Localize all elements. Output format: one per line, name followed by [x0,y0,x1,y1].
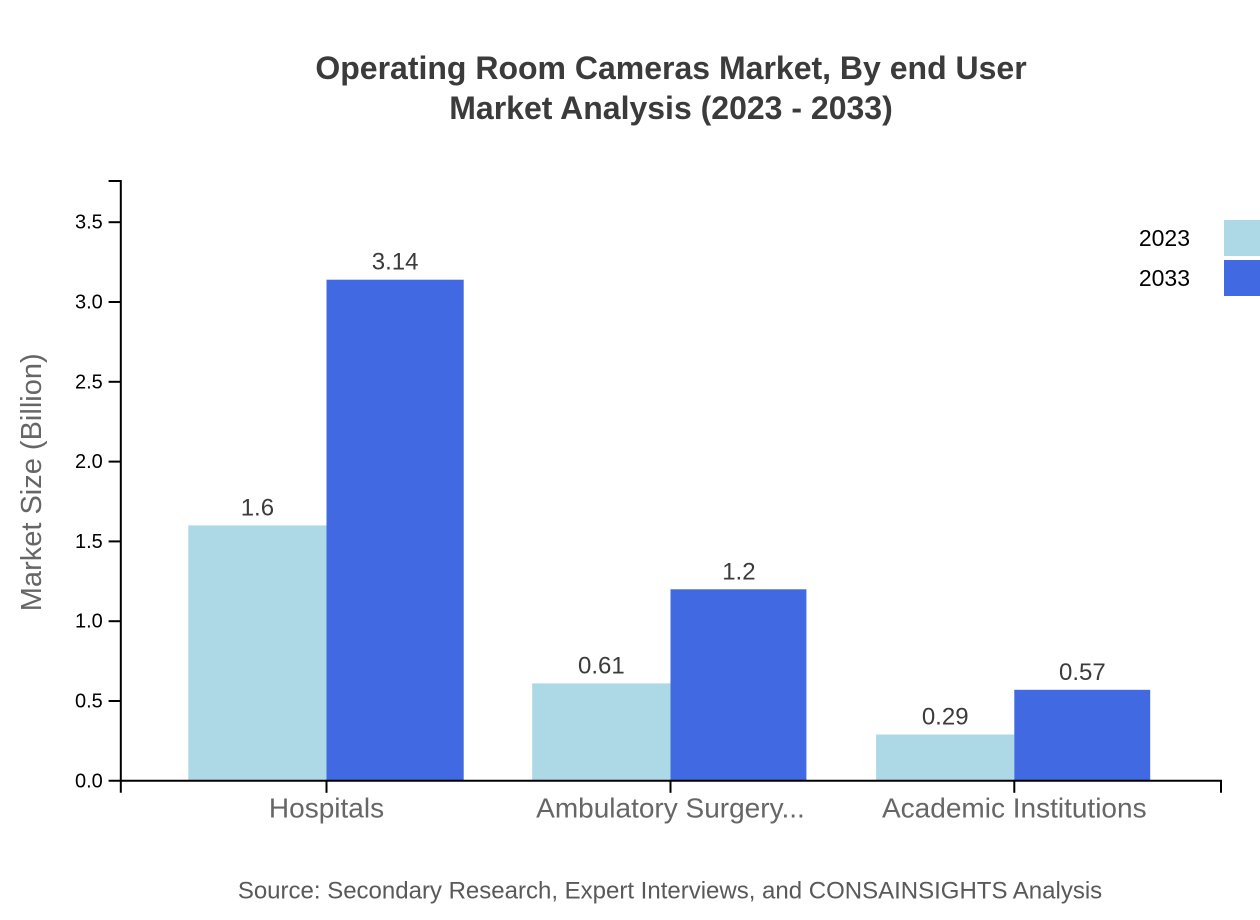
svg-text:Hospitals: Hospitals [269,793,384,824]
svg-text:2023: 2023 [1139,225,1190,251]
svg-text:2.5: 2.5 [75,371,103,393]
svg-text:0.0: 0.0 [75,770,103,792]
svg-text:2033: 2033 [1139,265,1190,291]
svg-text:3.5: 3.5 [75,212,103,234]
svg-text:Market Size (Billion): Market Size (Billion) [16,353,48,611]
svg-text:Operating Room Cameras Market,: Operating Room Cameras Market, By end Us… [315,50,1026,86]
svg-text:1.0: 1.0 [75,611,103,633]
svg-text:1.5: 1.5 [75,531,103,553]
svg-text:0.61: 0.61 [578,652,625,679]
svg-text:0.57: 0.57 [1059,659,1106,686]
svg-text:3.0: 3.0 [75,292,103,314]
svg-text:1.2: 1.2 [722,558,755,585]
svg-text:Market Analysis (2023 - 2033): Market Analysis (2023 - 2033) [449,90,893,126]
svg-text:Ambulatory Surgery...: Ambulatory Surgery... [536,793,805,824]
svg-text:2.0: 2.0 [75,451,103,473]
svg-text:0.5: 0.5 [75,691,103,713]
svg-text:3.14: 3.14 [372,249,419,276]
svg-text:Source: Secondary Research, Ex: Source: Secondary Research, Expert Inter… [238,878,1102,905]
svg-text:0.29: 0.29 [922,704,969,731]
svg-text:1.6: 1.6 [241,494,274,521]
svg-text:Academic Institutions: Academic Institutions [882,793,1147,824]
